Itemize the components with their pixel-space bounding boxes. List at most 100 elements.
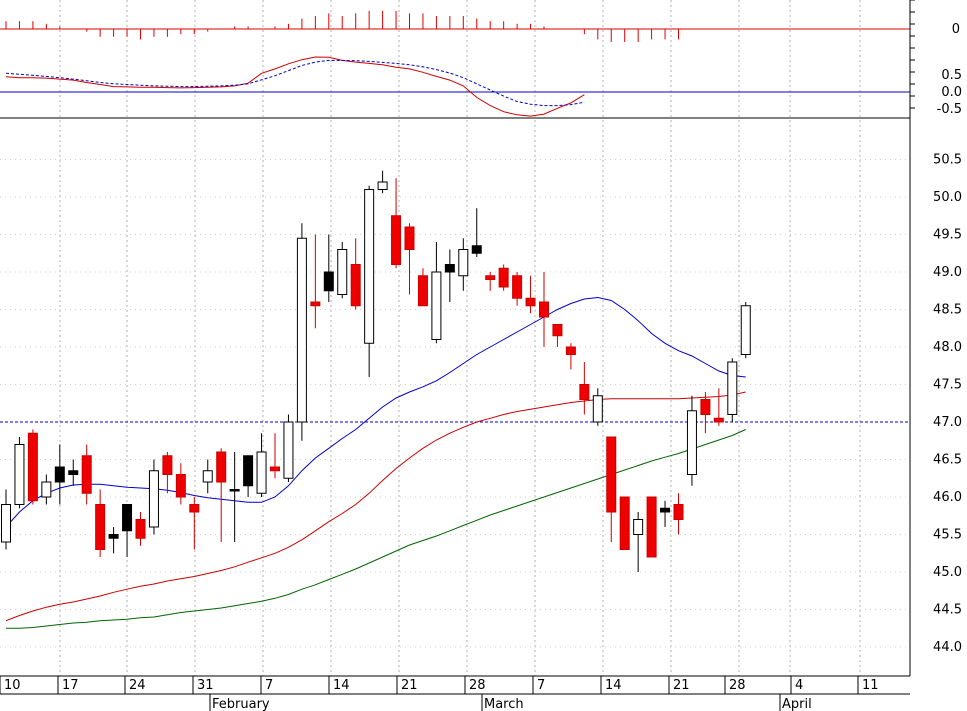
candlestick (350, 238, 361, 310)
macd-tick-label: 0.5 (941, 68, 962, 83)
moving-average-long-average (6, 429, 746, 629)
candle-body (485, 275, 496, 280)
candlestick (377, 170, 388, 194)
candle-body (122, 504, 133, 532)
price-tick-label: 49.0 (933, 265, 962, 280)
candlestick (243, 455, 254, 497)
candle-body (498, 267, 509, 288)
candle-body (686, 410, 697, 475)
candlestick (216, 448, 227, 542)
candlestick (122, 504, 133, 557)
candlestick (14, 437, 25, 509)
date-tick-label: 21 (401, 678, 418, 693)
candlestick (660, 500, 671, 527)
candle-body (417, 275, 428, 307)
candlestick (740, 302, 751, 359)
candle-body (606, 436, 617, 513)
candlestick (54, 444, 65, 505)
candle-body (700, 399, 711, 415)
candle-body (337, 249, 348, 295)
candle-body (14, 444, 25, 505)
candle-body (364, 189, 375, 344)
moving-average-medium-average (5, 391, 746, 622)
date-tick-label: 14 (333, 678, 350, 693)
candle-body (135, 519, 146, 539)
candlestick (471, 208, 482, 257)
candlestick (700, 392, 711, 434)
moving-average-short-average (5, 296, 746, 528)
candlestick (270, 433, 280, 479)
candlestick (27, 429, 38, 505)
candlestick (525, 275, 536, 314)
candlestick (189, 497, 200, 550)
candlestick (337, 242, 348, 299)
candlestick (444, 249, 455, 302)
candle-body (68, 470, 79, 475)
candle-body (256, 451, 267, 494)
candlestick (323, 234, 334, 302)
candle-body (377, 181, 388, 190)
candlestick (404, 223, 415, 295)
candlestick (512, 272, 523, 306)
axis-labels: 0 0.5 0.0 -0.5 44.0 44.5 45.0 45.5 46.0 46.5 47.0 4… (0, 22, 962, 711)
gridlines (0, 0, 910, 676)
candlestick (229, 452, 240, 542)
candlestick (417, 268, 428, 307)
candle-body (525, 297, 536, 307)
candle-body (189, 504, 200, 513)
candle-body (660, 507, 671, 513)
candle-body (296, 237, 307, 423)
macd-tick-label: -0.5 (937, 102, 962, 117)
candle-body (673, 504, 684, 520)
candlestick (552, 324, 563, 347)
candlestick (498, 264, 509, 291)
candlestick (202, 459, 213, 494)
candle-body (740, 305, 751, 355)
candlestick (673, 493, 684, 535)
candle-body (350, 264, 361, 307)
candlestick (148, 459, 159, 535)
candle-body (243, 455, 254, 487)
candlestick (364, 185, 375, 377)
candlestick (592, 388, 603, 426)
candle-body (431, 271, 442, 340)
price-tick-label: 47.5 (933, 378, 962, 393)
candle-body (202, 470, 213, 483)
candle-body (216, 451, 227, 483)
candlestick (81, 444, 92, 505)
candle-body (713, 417, 724, 423)
candle-body (108, 534, 119, 539)
price-tick-label: 45.0 (933, 565, 962, 580)
candlestick (1, 489, 11, 550)
price-tick-label: 49.5 (933, 228, 962, 243)
candlestick-series (1, 170, 751, 572)
date-tick-label: 14 (605, 678, 622, 693)
candlestick (135, 512, 146, 546)
candlestick (565, 343, 576, 370)
date-tick-label: 4 (795, 678, 803, 693)
candle-body (592, 395, 603, 423)
candle-body (1, 504, 11, 543)
date-tick-label: 11 (862, 678, 879, 693)
candlestick (485, 272, 496, 291)
candle-body (539, 301, 549, 318)
price-tick-label: 50.5 (933, 153, 962, 168)
candlestick (162, 452, 173, 494)
candlestick (296, 223, 307, 441)
price-tick-label: 48.0 (933, 340, 962, 355)
candlestick (310, 234, 321, 329)
candle-body (391, 215, 402, 265)
date-tick-label: 7 (537, 678, 545, 693)
macd-histogram-panel (0, 10, 910, 42)
candle-body (283, 421, 294, 479)
candle-body (552, 324, 563, 337)
macd-signal-line (5, 59, 585, 107)
date-tick-label: 24 (129, 678, 146, 693)
candlestick (606, 436, 617, 542)
date-tick-label: 28 (469, 678, 486, 693)
candlestick (108, 527, 119, 554)
candle-body (565, 346, 576, 355)
candlestick (539, 272, 549, 347)
candle-body (471, 245, 482, 254)
candlestick (95, 489, 106, 557)
